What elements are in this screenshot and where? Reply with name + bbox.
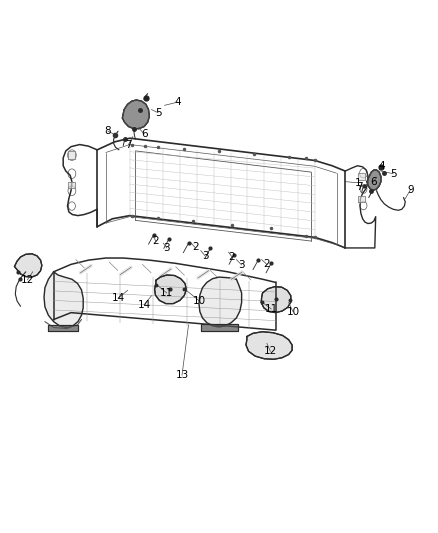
Text: 5: 5 xyxy=(390,169,396,179)
Text: 14: 14 xyxy=(138,300,151,310)
Polygon shape xyxy=(261,287,291,313)
Polygon shape xyxy=(199,277,242,327)
Text: 7: 7 xyxy=(125,140,132,150)
Text: 12: 12 xyxy=(21,274,34,285)
Text: 2: 2 xyxy=(264,260,270,269)
Text: 1: 1 xyxy=(355,177,362,188)
Text: 3: 3 xyxy=(202,251,208,261)
Text: 11: 11 xyxy=(265,304,278,314)
Polygon shape xyxy=(358,196,365,202)
Text: 9: 9 xyxy=(407,184,414,195)
Polygon shape xyxy=(67,151,75,159)
Text: 7: 7 xyxy=(356,182,363,192)
Text: 13: 13 xyxy=(175,370,189,380)
Text: 10: 10 xyxy=(193,296,206,306)
Text: 5: 5 xyxy=(155,108,161,118)
Polygon shape xyxy=(246,332,292,359)
Polygon shape xyxy=(367,170,381,190)
Polygon shape xyxy=(122,100,149,128)
Polygon shape xyxy=(67,182,74,188)
Text: 6: 6 xyxy=(141,129,148,139)
Text: 3: 3 xyxy=(163,243,170,253)
Text: 3: 3 xyxy=(238,260,245,270)
Text: 14: 14 xyxy=(111,293,125,303)
Text: 10: 10 xyxy=(286,306,300,317)
Polygon shape xyxy=(48,325,78,331)
Text: 4: 4 xyxy=(174,97,181,107)
Text: 12: 12 xyxy=(264,346,277,357)
Text: 4: 4 xyxy=(379,161,385,171)
Polygon shape xyxy=(201,324,238,331)
Polygon shape xyxy=(155,275,186,304)
Text: 6: 6 xyxy=(370,176,377,187)
Polygon shape xyxy=(358,173,365,180)
Text: 2: 2 xyxy=(229,252,235,262)
Text: 2: 2 xyxy=(152,236,159,246)
Text: 11: 11 xyxy=(160,288,173,298)
Text: 2: 2 xyxy=(192,243,198,253)
Polygon shape xyxy=(44,272,83,327)
Text: 8: 8 xyxy=(105,126,111,136)
Polygon shape xyxy=(14,254,42,277)
